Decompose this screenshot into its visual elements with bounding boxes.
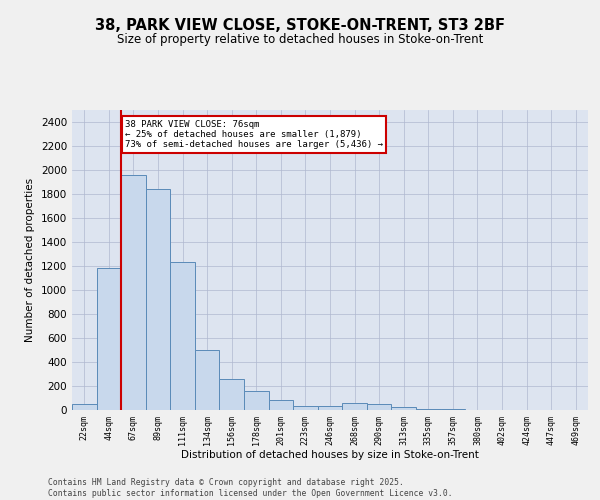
Bar [72,404,97,410]
Bar [367,404,391,410]
Bar [244,391,269,410]
Bar [293,406,318,410]
X-axis label: Distribution of detached houses by size in Stoke-on-Trent: Distribution of detached houses by size … [181,450,479,460]
Y-axis label: Number of detached properties: Number of detached properties [25,178,35,342]
Text: Contains HM Land Registry data © Crown copyright and database right 2025.
Contai: Contains HM Land Registry data © Crown c… [48,478,452,498]
Bar [269,400,293,410]
Bar [342,403,367,410]
Bar [220,379,244,410]
Bar [146,189,170,410]
Text: Size of property relative to detached houses in Stoke-on-Trent: Size of property relative to detached ho… [117,32,483,46]
Bar [391,407,416,410]
Text: 38, PARK VIEW CLOSE, STOKE-ON-TRENT, ST3 2BF: 38, PARK VIEW CLOSE, STOKE-ON-TRENT, ST3… [95,18,505,32]
Text: 38 PARK VIEW CLOSE: 76sqm
← 25% of detached houses are smaller (1,879)
73% of se: 38 PARK VIEW CLOSE: 76sqm ← 25% of detac… [125,120,383,150]
Bar [170,262,195,410]
Bar [97,268,121,410]
Bar [416,409,440,410]
Bar [318,406,342,410]
Bar [195,350,220,410]
Bar [121,175,146,410]
